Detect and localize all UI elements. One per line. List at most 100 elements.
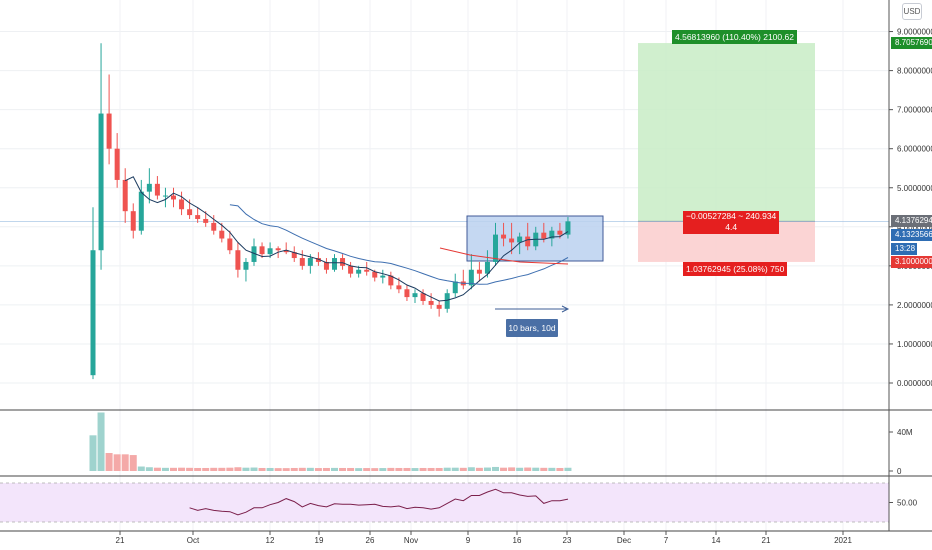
currency-button[interactable]: USD: [902, 3, 922, 20]
volume-bar: [322, 467, 330, 471]
volume-bar: [451, 467, 459, 471]
candle-body: [557, 230, 563, 235]
volume-bar: [161, 467, 169, 471]
price-tick-label: 6.00000000: [897, 145, 932, 154]
candle-body: [517, 236, 523, 243]
volume-bar: [419, 467, 427, 471]
support-line: [439, 247, 569, 265]
candle-body: [315, 258, 321, 262]
candle-body: [235, 250, 241, 270]
price-tick-label: 0.00000000: [897, 379, 932, 388]
position-center-line1: −0.00527284 ~ 240.934: [686, 211, 777, 221]
candle-body: [179, 199, 185, 210]
volume-bar: [508, 467, 516, 471]
candle-body: [476, 269, 482, 274]
volume-bar: [113, 454, 121, 471]
candle-body: [227, 238, 233, 251]
position-zones: [0, 43, 889, 313]
candle-body: [299, 258, 305, 266]
volume-bar: [121, 454, 129, 471]
volume-bar: [226, 467, 234, 471]
volume-bar: [145, 467, 153, 471]
volume-bar: [282, 468, 290, 471]
current-price-label: 4.13762945: [891, 215, 932, 227]
candle-body: [323, 261, 329, 270]
target-zone: [638, 43, 815, 222]
time-tick-label: 7: [664, 536, 669, 545]
volume-bar: [290, 467, 298, 471]
volume-bar: [234, 467, 242, 471]
candle-body: [275, 248, 281, 251]
chart-grid: [0, 0, 889, 531]
price-candles: [90, 43, 571, 380]
time-tick-label: Dec: [617, 536, 631, 545]
volume-bar: [435, 467, 443, 471]
candle-body: [412, 293, 418, 298]
candle-body: [364, 269, 370, 272]
date-range-arrowhead: [561, 305, 570, 313]
candle-body: [162, 195, 168, 197]
rsi-pane: [0, 482, 889, 523]
slow-ma-line: [229, 204, 569, 285]
volume-bar: [363, 468, 371, 471]
target-zone-label: 4.56813960 (110.40%) 2100.62: [672, 30, 797, 44]
volume-bar: [153, 467, 161, 471]
candle-body: [171, 195, 176, 200]
candle-body: [549, 230, 555, 239]
volume-bar: [202, 467, 210, 471]
time-tick-label: 12: [266, 536, 275, 545]
price-tick-label: 2.00000000: [897, 301, 932, 310]
candle-body: [436, 304, 442, 309]
volume-bar: [331, 467, 338, 471]
time-tick-label: 26: [366, 536, 375, 545]
volume-bar: [355, 468, 363, 471]
volume-bar: [339, 467, 347, 471]
volume-bar: [347, 467, 355, 471]
volume-bar: [97, 412, 105, 471]
candle-body: [420, 293, 426, 301]
volume-bar: [194, 467, 202, 471]
candle-body: [138, 191, 144, 231]
rsi-tick-label: 50.00: [897, 499, 918, 508]
candle-body: [332, 258, 337, 270]
volume-bar: [395, 467, 403, 471]
candle-body: [428, 300, 434, 305]
volume-bar: [170, 467, 177, 471]
position-center-line2: 4.4: [725, 222, 738, 232]
candle-body: [187, 209, 193, 216]
time-tick-label: 14: [712, 536, 721, 545]
volume-bar: [178, 467, 186, 471]
volume-bar: [371, 468, 379, 471]
price-tick-label: 8.00000000: [897, 67, 932, 76]
moving-averages: [124, 176, 569, 302]
countdown-label: 13:28: [891, 243, 918, 255]
candle-body: [484, 261, 490, 274]
volume-bar: [89, 435, 97, 471]
price-tick-label: 7.00000000: [897, 106, 932, 115]
candle-body: [404, 289, 410, 298]
stop-zone-label: 1.03762945 (25.08%) 750: [683, 262, 788, 276]
volume-bar: [540, 467, 548, 471]
rsi-line: [189, 488, 569, 516]
candle-body: [267, 248, 273, 255]
volume-bar: [379, 468, 387, 471]
candle-body: [243, 261, 249, 270]
candle-body: [541, 232, 547, 239]
volume-bar: [564, 467, 572, 471]
candle-body: [501, 234, 507, 239]
time-tick-label: 21: [116, 536, 125, 545]
candle-body: [493, 234, 498, 262]
volume-bar: [532, 467, 540, 471]
price-tick-label: 4.00000000: [897, 223, 932, 232]
target-price-label: 8.70576905: [891, 37, 932, 49]
volume-bar: [258, 467, 266, 471]
volume-bar: [314, 468, 322, 471]
price-tick-label: 5.00000000: [897, 184, 932, 193]
date-range-label: 10 bars, 10d: [506, 319, 558, 337]
volume-bars: [89, 412, 572, 471]
candle-body: [98, 113, 104, 251]
volume-bar: [242, 467, 250, 471]
